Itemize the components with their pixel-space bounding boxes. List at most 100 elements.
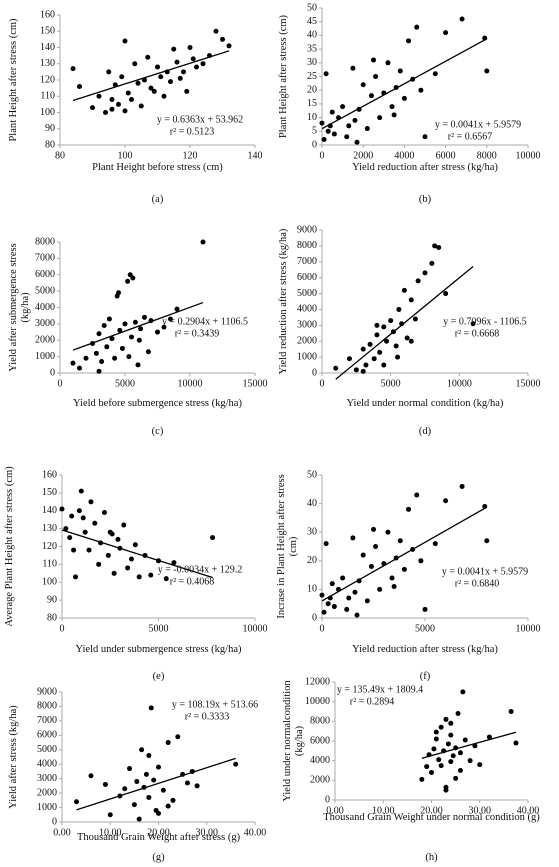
- point: [418, 87, 424, 93]
- y-tick-label: 110: [42, 559, 57, 570]
- y-tick-label: 100: [42, 577, 57, 588]
- point: [412, 316, 418, 322]
- point: [213, 28, 219, 34]
- y-tick-label: 15: [307, 98, 317, 109]
- point: [393, 555, 399, 561]
- y-tick-label: 4000: [297, 304, 317, 315]
- point: [381, 362, 387, 368]
- point: [200, 239, 206, 245]
- x-tick-label: 4000: [394, 150, 414, 161]
- point: [406, 506, 412, 512]
- y-tick-label: 130: [42, 523, 57, 534]
- point: [389, 104, 395, 110]
- point: [83, 355, 89, 361]
- point: [340, 104, 346, 110]
- point: [90, 341, 95, 347]
- point: [410, 76, 416, 82]
- point: [127, 766, 133, 772]
- r-squared: r² = 0.6567: [448, 131, 492, 142]
- y-axis-label: Yield under normalcondition (kg/ha): [282, 680, 305, 802]
- y-tick-label: 30: [307, 57, 317, 68]
- point: [189, 768, 195, 774]
- x-axis-label: Yield reduction after stress (kg/ha): [352, 162, 498, 173]
- point: [145, 54, 151, 60]
- r-squared: r² = 0.4068: [170, 576, 214, 587]
- point: [397, 68, 403, 74]
- point: [119, 74, 125, 80]
- y-tick-label: 20: [307, 84, 317, 95]
- x-axis-label: Yield under submergence stress (kg/ha): [75, 644, 242, 655]
- point: [109, 336, 115, 342]
- point: [117, 545, 123, 551]
- point: [165, 803, 171, 809]
- point: [128, 556, 134, 562]
- point: [99, 359, 105, 365]
- equation: y = 135.49x + 1809.4: [337, 684, 423, 695]
- x-tick-label: 100: [118, 150, 133, 161]
- x-tick-label: 10000: [516, 623, 541, 634]
- y-tick-label: 140: [40, 42, 55, 53]
- point: [125, 565, 131, 571]
- point: [174, 59, 180, 65]
- point: [364, 126, 370, 132]
- point: [329, 109, 335, 115]
- point: [207, 53, 212, 59]
- point: [194, 783, 200, 789]
- point: [117, 327, 123, 333]
- point: [80, 515, 86, 521]
- y-tick-label: 2000: [37, 787, 57, 798]
- point: [377, 349, 383, 355]
- point: [96, 93, 102, 99]
- point: [319, 120, 325, 126]
- y-tick-label: 12000: [305, 676, 330, 687]
- point: [388, 318, 394, 324]
- point: [457, 768, 463, 773]
- y-tick-label: 7000: [297, 256, 317, 267]
- point: [321, 137, 327, 143]
- point: [331, 604, 337, 610]
- point: [419, 776, 425, 782]
- point: [136, 574, 142, 580]
- point: [126, 354, 132, 360]
- y-tick-label: 50: [307, 2, 317, 13]
- point: [431, 746, 437, 752]
- point: [106, 316, 112, 322]
- point: [436, 244, 442, 250]
- point: [390, 329, 396, 335]
- x-axis-label: Plant Height before stress (cm): [92, 162, 223, 173]
- point: [112, 355, 118, 361]
- point: [151, 88, 157, 94]
- point: [377, 115, 383, 121]
- trendline: [72, 50, 230, 102]
- x-tick-label: 40.00: [244, 827, 267, 838]
- point: [115, 536, 121, 542]
- y-tick-label: 6000: [310, 735, 330, 746]
- point: [410, 546, 416, 552]
- point: [138, 326, 144, 332]
- point: [122, 108, 128, 114]
- y-tick-label: 5000: [37, 744, 57, 755]
- point: [360, 346, 366, 352]
- point: [381, 324, 387, 330]
- y-axis-label: Yield after stress (kg/ha): [8, 705, 19, 809]
- point: [438, 763, 444, 769]
- point: [177, 75, 183, 81]
- point: [443, 498, 449, 504]
- caption: (e): [152, 671, 165, 682]
- point: [513, 740, 519, 746]
- y-tick-label: 6000: [37, 730, 57, 741]
- y-tick-label: 4000: [310, 755, 330, 766]
- point: [401, 287, 407, 293]
- x-tick-label: 5000: [381, 378, 401, 389]
- x-tick-label: 10.00: [99, 827, 122, 838]
- point: [319, 592, 325, 598]
- point: [92, 520, 98, 526]
- point: [146, 753, 152, 759]
- point: [111, 570, 117, 576]
- y-tick-label: 120: [40, 74, 55, 85]
- point: [142, 314, 147, 320]
- point: [136, 337, 142, 343]
- point: [448, 732, 454, 738]
- point: [70, 66, 76, 72]
- point: [432, 71, 438, 77]
